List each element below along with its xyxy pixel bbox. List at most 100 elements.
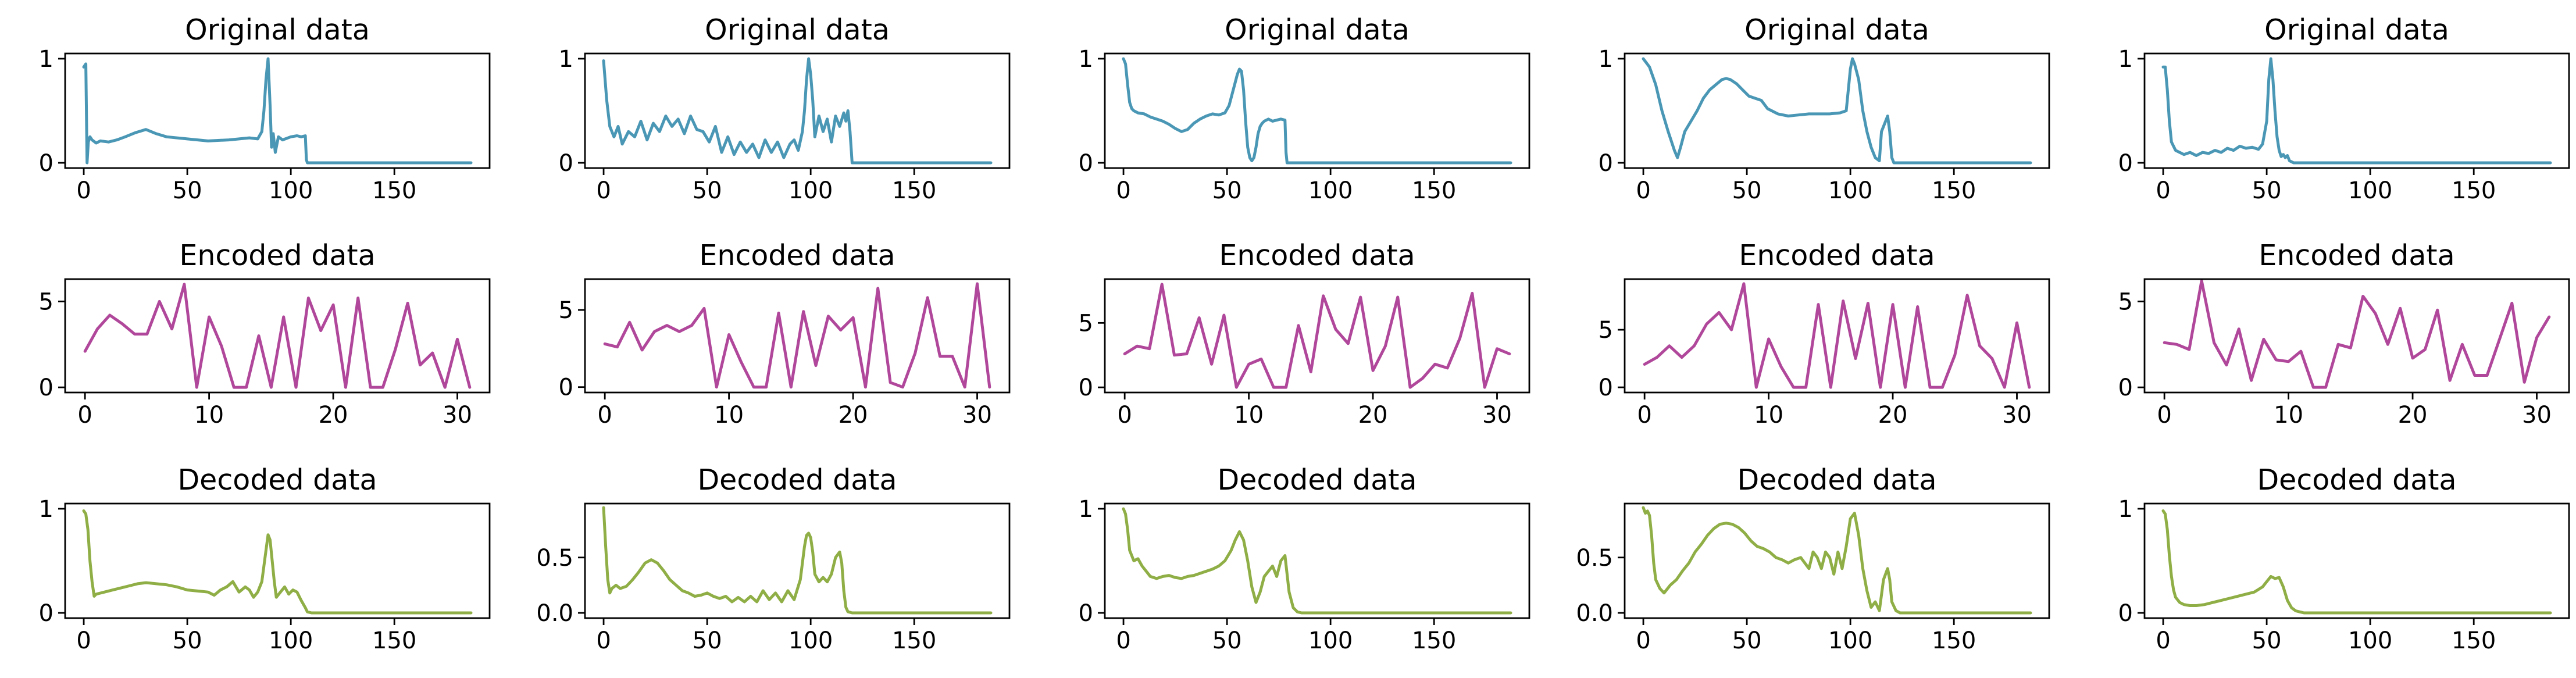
y-tick-label: 0: [39, 374, 53, 401]
x-tick-label: 20: [319, 402, 348, 429]
panel-title: Encoded data: [1739, 239, 1935, 272]
panel-original-2: Original data 0 50 100 150 0 1: [559, 13, 1011, 204]
panel-title: Decoded data: [1737, 463, 1936, 497]
x-tick-label: 0: [1637, 402, 1651, 429]
y-tick-label: 0: [39, 600, 53, 627]
panel-title: Decoded data: [2257, 463, 2456, 497]
x-tick-label: 50: [173, 627, 202, 654]
panel-original-5: Original data 0 50 100 150 0 1: [2118, 13, 2570, 204]
y-tick-label: 1: [1599, 46, 1613, 73]
x-tick-label: 50: [2252, 627, 2282, 654]
x-tick-label: 0: [2156, 627, 2170, 654]
x-tick-label: 30: [2002, 402, 2032, 429]
axes-frame: [584, 278, 1011, 394]
axes-frame: [1624, 278, 2050, 394]
series-line: [82, 57, 473, 165]
panel-title: Original data: [1744, 13, 1929, 47]
axes-frame: [64, 502, 491, 619]
x-tick-label: 50: [173, 177, 202, 204]
y-tick-label: 5: [1079, 310, 1093, 337]
panel-title: Original data: [705, 13, 890, 47]
y-tick-label: 1: [2118, 496, 2133, 523]
x-tick-label: 150: [1932, 627, 1976, 654]
x-tick-label: 50: [1732, 627, 1762, 654]
axes-frame: [1104, 502, 1530, 619]
x-tick-label: 100: [1308, 627, 1353, 654]
x-tick-label: 0: [596, 627, 611, 654]
panel-decoded-3: Decoded data 0 50 100 150 0 1: [1079, 463, 1530, 654]
y-tick-label: 1: [1079, 46, 1093, 73]
panel-encoded-4: Encoded data 0 10 20 30 0 5: [1599, 239, 2050, 429]
axes-frame: [2143, 502, 2570, 619]
y-tick-label: 5: [559, 297, 573, 324]
x-tick-label: 20: [839, 402, 868, 429]
x-tick-label: 100: [2348, 627, 2392, 654]
x-tick-label: 100: [269, 627, 313, 654]
series-line: [82, 509, 473, 615]
x-tick-label: 0: [597, 402, 612, 429]
y-tick-label: 0: [2118, 600, 2133, 627]
panel-title: Encoded data: [1219, 239, 1415, 272]
x-tick-label: 10: [1754, 402, 1783, 429]
y-tick-label: 0: [1079, 150, 1093, 177]
y-tick-label: 0: [1079, 600, 1093, 627]
y-tick-label: 1: [39, 46, 53, 73]
y-tick-label: 0: [559, 150, 573, 177]
x-tick-label: 50: [693, 177, 722, 204]
axes-frame: [64, 52, 491, 169]
x-tick-label: 150: [1932, 177, 1976, 204]
x-tick-label: 20: [1358, 402, 1388, 429]
x-tick-label: 0: [2156, 177, 2170, 204]
panel-title: Decoded data: [1217, 463, 1417, 497]
panel-decoded-2: Decoded data 0 50 100 150 0.0 0.5: [536, 463, 1011, 654]
axes-frame: [1104, 52, 1530, 169]
x-tick-label: 10: [194, 402, 224, 429]
panel-title: Decoded data: [177, 463, 377, 497]
x-tick-label: 50: [693, 627, 722, 654]
panel-title: Decoded data: [697, 463, 897, 497]
x-tick-label: 30: [2522, 402, 2552, 429]
x-tick-label: 150: [1412, 177, 1456, 204]
x-tick-label: 30: [443, 402, 472, 429]
x-tick-label: 50: [1732, 177, 1762, 204]
x-tick-label: 0: [77, 402, 92, 429]
x-tick-label: 100: [1308, 177, 1353, 204]
series-line: [2161, 509, 2552, 615]
y-tick-label: 0.5: [536, 545, 573, 572]
x-tick-label: 0: [1116, 627, 1130, 654]
x-tick-label: 50: [1212, 627, 1242, 654]
y-tick-label: 0: [1599, 374, 1613, 401]
axes-frame: [1104, 278, 1530, 394]
x-tick-label: 150: [372, 627, 416, 654]
x-tick-label: 150: [372, 177, 416, 204]
series-line: [602, 506, 993, 615]
series-line: [1122, 57, 1512, 165]
panel-decoded-4: Decoded data 0 50 100 150 0.0 0.5: [1576, 463, 2050, 654]
x-tick-label: 100: [789, 627, 833, 654]
x-tick-label: 100: [789, 177, 833, 204]
x-tick-label: 10: [1234, 402, 1264, 429]
x-tick-label: 0: [1116, 177, 1130, 204]
x-tick-label: 0: [76, 177, 91, 204]
panel-original-1: Original data 0 50 100 150 0 1: [39, 13, 491, 204]
axes-frame: [584, 502, 1011, 619]
panel-original-3: Original data 0 50 100 150 0 1: [1079, 13, 1530, 204]
y-tick-label: 5: [1599, 317, 1613, 344]
y-tick-label: 0: [1079, 374, 1093, 401]
y-tick-label: 0: [559, 374, 573, 401]
x-tick-label: 150: [892, 177, 936, 204]
x-tick-label: 100: [269, 177, 313, 204]
series-line: [602, 57, 993, 165]
y-tick-label: 1: [39, 496, 53, 523]
x-tick-label: 30: [962, 402, 992, 429]
series-line: [1642, 506, 2032, 615]
series-line: [603, 282, 991, 389]
x-tick-label: 50: [2252, 177, 2282, 204]
y-tick-label: 0.0: [1576, 600, 1613, 627]
y-tick-label: 0.5: [1576, 545, 1613, 572]
panel-encoded-3: Encoded data 0 10 20 30 0 5: [1079, 239, 1530, 429]
x-tick-label: 10: [714, 402, 744, 429]
panel-encoded-1: Encoded data 0 10 20 30 0 5: [39, 239, 491, 429]
panel-encoded-5: Encoded data 0 10 20 30 0 5: [2118, 239, 2570, 429]
